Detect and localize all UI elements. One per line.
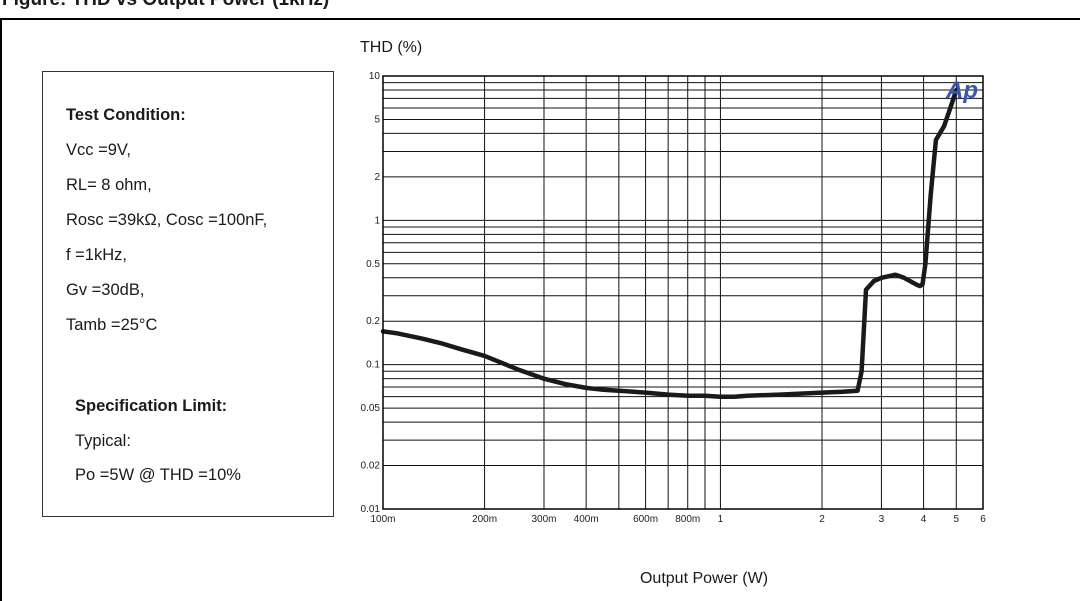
condition-line: Vcc =9V, [66, 141, 131, 159]
plot-border [382, 75, 984, 510]
condition-line: f =1kHz, [66, 246, 127, 264]
condition-line: RL= 8 ohm, [66, 176, 152, 194]
x-tick-label: 100m [370, 514, 395, 525]
figure-heading: Figure: THD vs Output Power (1kHz) [2, 0, 329, 10]
y-tick-label: 0.02 [361, 461, 381, 472]
spec-line: Typical: [75, 432, 131, 450]
x-tick-label: 800m [675, 514, 700, 525]
y-axis-title: THD (%) [360, 39, 422, 56]
y-tick-label: 10 [369, 71, 381, 82]
y-tick-label: 0.2 [366, 316, 380, 327]
grid-lines [382, 75, 984, 510]
x-tick-label: 2 [819, 514, 825, 525]
y-tick-label: 0.1 [366, 360, 380, 371]
x-tick-label: 3 [879, 514, 885, 525]
left-border [0, 18, 2, 601]
series-layer [380, 87, 959, 399]
thd-curve [380, 87, 959, 399]
figure-heading-clip: Figure: THD vs Output Power (1kHz) [0, 0, 1080, 10]
top-border [0, 18, 1080, 20]
y-tick-label: 0.05 [361, 403, 381, 414]
condition-line: Rosc =39kΩ, Cosc =100nF, [66, 211, 268, 229]
y-tick-label: 1 [374, 215, 380, 226]
test-condition-title: Test Condition: [66, 106, 186, 124]
x-tick-label: 200m [472, 514, 497, 525]
tick-labels: 100m 200m 300m 400m 600m 800m 1 2 3 4 5 6 10 5 2 1 0.5 0.… [361, 71, 987, 525]
specification-limit-title: Specification Limit: [75, 397, 228, 415]
x-tick-label: 6 [980, 514, 986, 525]
x-tick-label: 300m [531, 514, 556, 525]
x-tick-label: 1 [718, 514, 724, 525]
y-tick-label: 5 [374, 114, 380, 125]
x-axis-title: Output Power (W) [640, 570, 768, 587]
condition-line: Tamb =25°C [66, 316, 158, 334]
y-tick-label: 0.01 [361, 504, 381, 515]
spec-line: Po =5W @ THD =10% [75, 466, 241, 484]
ap-logo: Ap [945, 77, 978, 104]
x-tick-label: 4 [921, 514, 927, 525]
y-tick-label: 2 [374, 172, 380, 183]
y-tick-label: 0.5 [366, 259, 380, 270]
x-tick-label: 5 [954, 514, 960, 525]
x-tick-label: 400m [574, 514, 599, 525]
x-tick-label: 600m [633, 514, 658, 525]
test-condition-box: Test Condition: Vcc =9V, RL= 8 ohm, Rosc… [42, 71, 334, 517]
condition-line: Gv =30dB, [66, 281, 145, 299]
